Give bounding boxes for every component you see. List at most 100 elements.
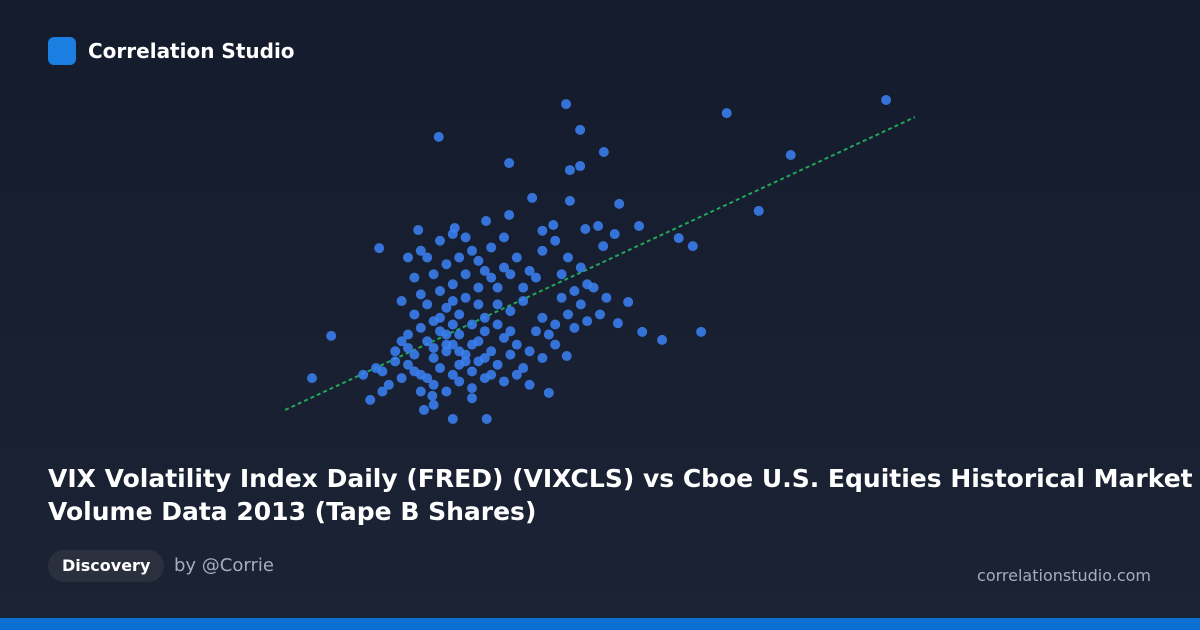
title-line: Volume Data 2013 (Tape B Shares) — [48, 497, 537, 526]
point — [524, 346, 535, 357]
point — [598, 146, 609, 157]
point — [396, 296, 407, 307]
point — [396, 336, 407, 347]
point — [486, 369, 497, 380]
point — [454, 376, 465, 387]
point — [422, 299, 433, 310]
point — [575, 262, 586, 273]
point — [524, 265, 535, 276]
point — [415, 289, 426, 300]
logo — [48, 37, 76, 65]
point — [479, 312, 490, 323]
point — [365, 394, 376, 405]
point — [435, 312, 445, 323]
point — [563, 309, 573, 320]
point — [473, 282, 484, 293]
point — [428, 269, 439, 280]
point — [580, 224, 591, 235]
point — [537, 245, 548, 256]
point — [467, 393, 477, 404]
point — [460, 356, 471, 367]
point — [527, 192, 538, 203]
point — [435, 235, 445, 246]
point — [390, 346, 401, 357]
point — [505, 326, 516, 337]
tag[interactable]: Discovery — [48, 550, 165, 582]
point — [499, 376, 509, 387]
point — [460, 292, 471, 303]
point — [550, 235, 561, 246]
point — [447, 279, 458, 290]
point — [486, 346, 497, 357]
point — [447, 369, 458, 380]
point — [575, 161, 586, 172]
point — [428, 353, 439, 363]
point — [409, 309, 420, 320]
point — [657, 334, 668, 345]
point — [447, 413, 458, 424]
point — [721, 108, 732, 119]
point — [307, 373, 317, 384]
point — [460, 269, 471, 280]
point — [454, 309, 465, 320]
point — [595, 309, 605, 320]
point — [593, 221, 604, 232]
point — [548, 220, 559, 231]
point — [601, 292, 612, 303]
point — [881, 95, 892, 106]
point — [518, 296, 529, 307]
point — [415, 386, 426, 397]
point — [454, 252, 465, 263]
author[interactable]: by @Corrie — [174, 555, 274, 576]
site[interactable]: correlationstudio.com — [977, 566, 1151, 585]
point — [505, 349, 516, 360]
point — [753, 205, 764, 216]
point — [396, 373, 407, 384]
point — [383, 379, 394, 390]
point — [422, 252, 433, 263]
point — [428, 342, 439, 353]
point — [422, 373, 433, 384]
point — [518, 363, 529, 374]
point — [785, 149, 796, 160]
point — [479, 353, 490, 363]
point — [435, 363, 445, 374]
bottom-bar — [0, 618, 1200, 630]
point — [441, 259, 452, 270]
point — [537, 312, 548, 323]
scatter-plot — [284, 95, 916, 424]
point — [511, 252, 522, 263]
point — [556, 292, 567, 303]
point — [614, 198, 625, 209]
point — [569, 286, 580, 296]
point — [422, 336, 433, 347]
point — [403, 252, 413, 263]
point — [473, 299, 484, 310]
point — [428, 379, 439, 390]
point — [419, 404, 429, 415]
point — [326, 330, 337, 341]
point — [479, 265, 490, 276]
point — [435, 286, 445, 296]
point — [564, 165, 575, 176]
point — [634, 221, 645, 232]
point — [550, 319, 561, 330]
point — [374, 243, 385, 254]
point — [486, 242, 497, 253]
point — [612, 318, 623, 329]
point — [447, 319, 458, 330]
point — [575, 124, 586, 135]
point — [415, 322, 426, 333]
point — [537, 225, 548, 236]
point — [403, 342, 413, 353]
point — [481, 215, 492, 226]
point — [499, 232, 509, 243]
point — [441, 386, 452, 397]
point — [499, 262, 509, 273]
point — [504, 158, 515, 169]
point — [371, 363, 381, 374]
point — [467, 366, 477, 377]
point — [409, 366, 420, 377]
point — [543, 329, 554, 340]
